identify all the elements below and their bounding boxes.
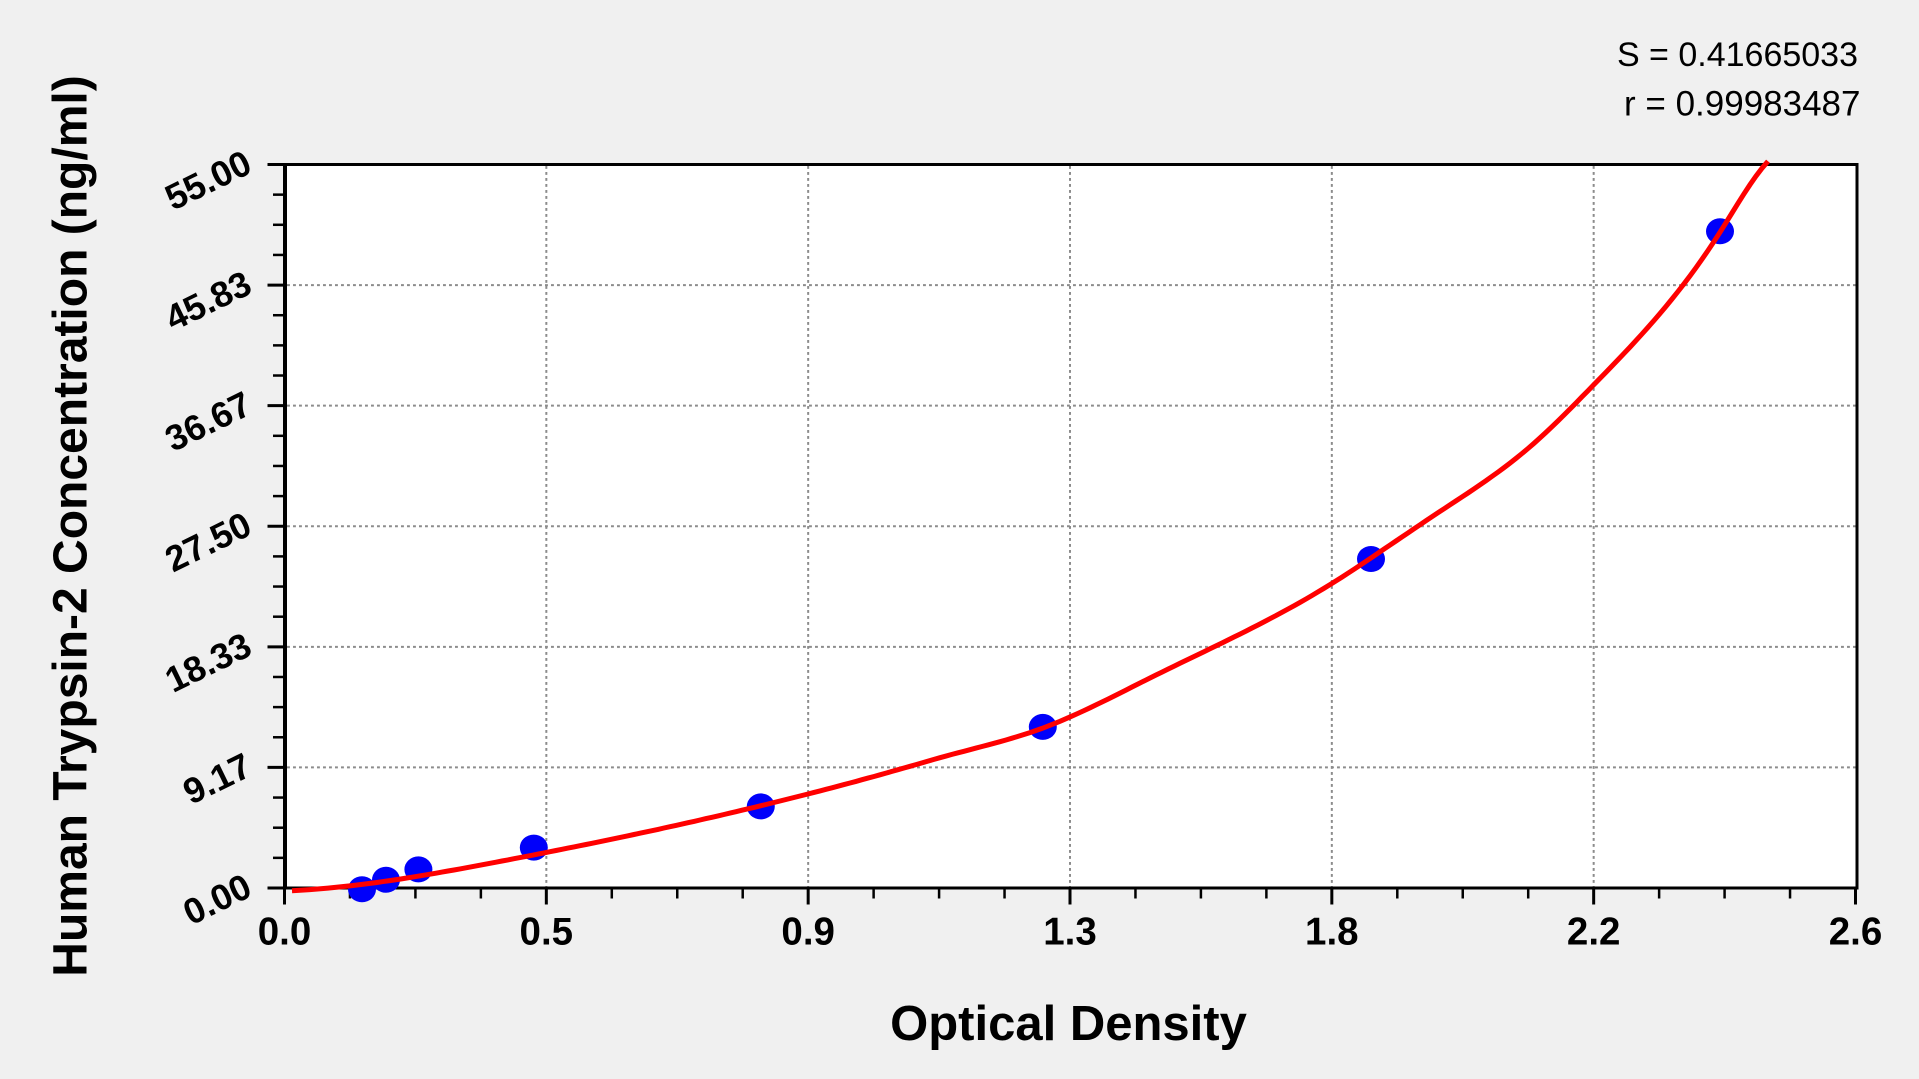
svg-text:r = 0.99983487: r = 0.99983487 <box>1624 85 1860 124</box>
svg-text:2.2: 2.2 <box>1567 911 1621 954</box>
svg-text:Human Trypsin-2 Concentration: Human Trypsin-2 Concentration (ng/ml) <box>45 75 98 976</box>
svg-text:0.5: 0.5 <box>520 911 574 954</box>
svg-text:0.0: 0.0 <box>258 911 312 954</box>
svg-text:1.3: 1.3 <box>1043 911 1097 954</box>
svg-text:0.9: 0.9 <box>781 911 835 954</box>
svg-text:Optical Density: Optical Density <box>890 997 1247 1051</box>
svg-text:1.8: 1.8 <box>1305 911 1359 954</box>
svg-text:2.6: 2.6 <box>1829 911 1883 954</box>
svg-text:S = 0.41665033: S = 0.41665033 <box>1617 36 1858 74</box>
